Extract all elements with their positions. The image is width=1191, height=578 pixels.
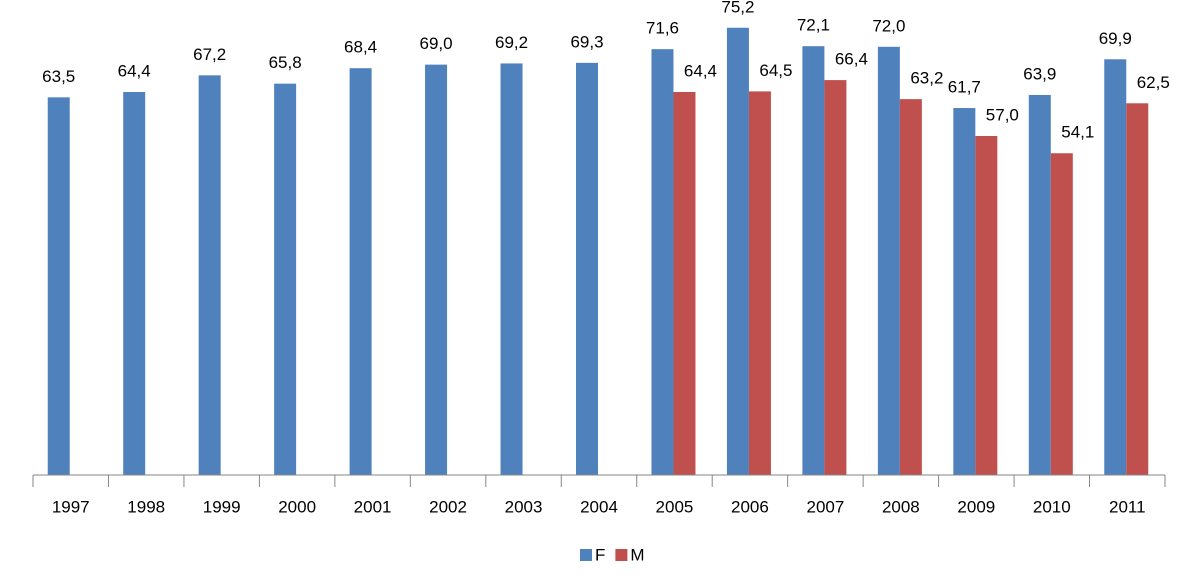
data-label: 72,1 bbox=[797, 16, 830, 35]
bar bbox=[425, 64, 448, 475]
x-tick-label: 2001 bbox=[354, 497, 392, 516]
bar bbox=[576, 62, 598, 475]
data-label: 75,2 bbox=[721, 0, 754, 16]
x-tick-label: 1997 bbox=[52, 497, 90, 516]
bar bbox=[1126, 103, 1149, 475]
bar bbox=[47, 97, 70, 475]
x-tick-label: 2007 bbox=[806, 497, 844, 516]
bar bbox=[274, 83, 297, 476]
legend-swatch bbox=[615, 549, 628, 561]
bar bbox=[824, 80, 847, 476]
x-tick-label: 2002 bbox=[429, 497, 467, 516]
bar bbox=[748, 91, 771, 475]
data-label: 63,9 bbox=[1023, 64, 1056, 83]
bar bbox=[726, 27, 749, 475]
bar bbox=[1050, 153, 1073, 475]
bar bbox=[953, 108, 976, 476]
x-tick-label: 2005 bbox=[656, 497, 694, 516]
bar bbox=[198, 75, 221, 475]
data-label: 67,2 bbox=[193, 45, 226, 64]
x-tick-label: 2008 bbox=[882, 497, 920, 516]
data-label: 69,3 bbox=[570, 32, 603, 51]
data-label: 69,2 bbox=[495, 33, 528, 52]
bar bbox=[1104, 59, 1127, 476]
x-tick-label: 2004 bbox=[580, 497, 618, 516]
bar bbox=[802, 46, 825, 476]
data-label: 63,2 bbox=[910, 69, 943, 88]
data-label: 69,9 bbox=[1099, 29, 1132, 48]
bar bbox=[123, 91, 146, 475]
bar bbox=[1028, 94, 1051, 475]
data-label: 68,4 bbox=[344, 38, 377, 57]
legend-swatch bbox=[580, 549, 592, 561]
data-label: 69,0 bbox=[420, 34, 453, 53]
data-label: 64,4 bbox=[118, 61, 151, 80]
x-tick-label: 2003 bbox=[505, 497, 543, 516]
data-label: 66,4 bbox=[835, 50, 868, 69]
x-tick-label: 1999 bbox=[203, 497, 241, 516]
bar bbox=[651, 49, 674, 475]
data-label: 57,0 bbox=[986, 105, 1019, 124]
legend-label: M bbox=[630, 545, 644, 564]
data-label: 63,5 bbox=[42, 67, 75, 86]
bar bbox=[349, 68, 372, 475]
data-label: 65,8 bbox=[269, 53, 302, 72]
data-label: 64,5 bbox=[759, 61, 792, 80]
x-tick-label: 2000 bbox=[278, 497, 316, 516]
bar bbox=[500, 63, 523, 475]
data-label: 71,6 bbox=[646, 19, 679, 38]
bar bbox=[899, 99, 922, 475]
data-label: 54,1 bbox=[1061, 123, 1094, 142]
data-label: 62,5 bbox=[1137, 73, 1170, 92]
bar bbox=[673, 91, 696, 475]
bar bbox=[877, 46, 900, 475]
data-label: 72,0 bbox=[872, 16, 905, 35]
x-tick-label: 2010 bbox=[1033, 497, 1071, 516]
data-label: 61,7 bbox=[948, 78, 981, 97]
data-label: 64,4 bbox=[684, 61, 717, 80]
x-tick-label: 2011 bbox=[1109, 497, 1146, 516]
x-tick-label: 2009 bbox=[957, 497, 995, 516]
legend-label: F bbox=[595, 545, 605, 564]
bar bbox=[975, 136, 998, 475]
x-tick-label: 1998 bbox=[127, 497, 165, 516]
x-tick-label: 2006 bbox=[731, 497, 769, 516]
